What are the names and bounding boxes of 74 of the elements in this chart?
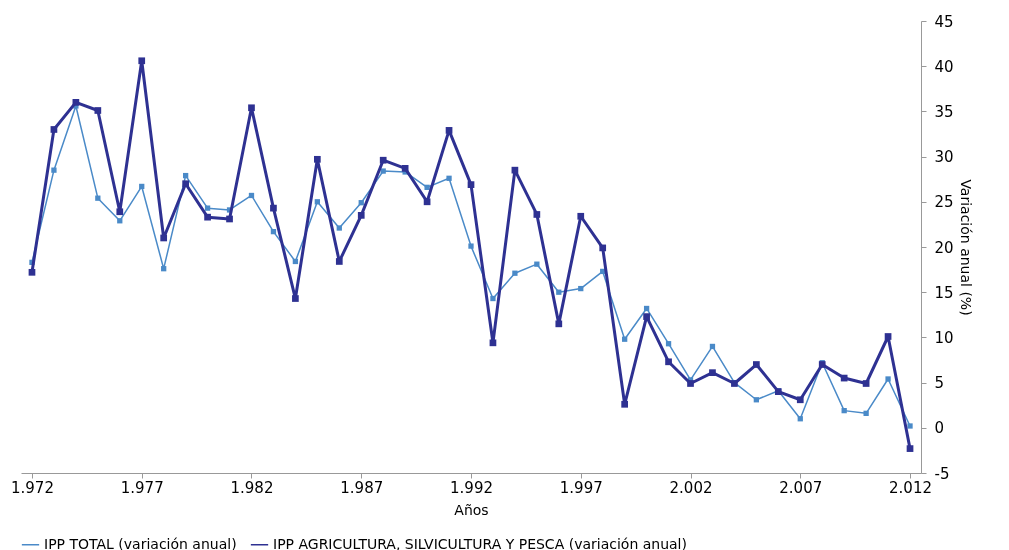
point: [621, 400, 629, 408]
point: [94, 107, 102, 114]
point: [643, 313, 650, 320]
point: [665, 358, 672, 366]
point: [270, 204, 277, 212]
point: [907, 423, 913, 429]
y-axis-title: Variación anual (%): [957, 179, 974, 316]
y-tick-label: 15: [934, 283, 954, 302]
point: [885, 376, 891, 382]
point: [292, 295, 299, 302]
x-axis-title: Años: [454, 501, 489, 518]
y-tick-label: 10: [934, 328, 954, 347]
y-tick-label: -5: [934, 464, 950, 483]
legend-label: IPP TOTAL (variación anual): [44, 535, 237, 550]
y-tick-label: 0: [934, 419, 945, 438]
point: [511, 166, 519, 174]
y-tick-label: 20: [934, 238, 954, 257]
point: [379, 156, 387, 164]
point: [555, 320, 563, 328]
y-tick-label: 45: [934, 12, 954, 31]
x-tick-label: 1.987: [340, 478, 384, 497]
point: [906, 445, 914, 452]
point: [138, 57, 146, 65]
point: [72, 99, 80, 106]
point: [28, 268, 36, 276]
y-tick-label: 30: [934, 148, 954, 167]
point: [248, 104, 255, 112]
point: [577, 212, 585, 220]
point: [50, 126, 58, 133]
point: [204, 205, 211, 211]
point: [160, 234, 168, 242]
y-tick-label: 25: [934, 193, 954, 212]
point: [709, 369, 716, 377]
point: [840, 374, 848, 382]
point: [467, 181, 475, 188]
x-tick-label: 2.002: [669, 478, 713, 497]
x-tick-label: 1.982: [230, 478, 274, 497]
point: [445, 127, 453, 134]
x-tick-label: 1.977: [120, 478, 164, 497]
point: [335, 258, 343, 265]
point: [884, 333, 892, 340]
point: [687, 380, 694, 387]
point: [468, 243, 474, 249]
point: [862, 380, 870, 387]
point: [226, 215, 233, 223]
point: [401, 165, 409, 172]
point: [533, 211, 541, 218]
legend-label: IPP AGRICULTURA, SILVICULTURA Y PESCA (variación anual): [273, 535, 687, 550]
x-tick-label: 1.992: [450, 478, 493, 497]
point: [313, 155, 321, 163]
point: [863, 410, 869, 416]
point: [753, 361, 760, 368]
point: [51, 167, 57, 173]
point: [204, 213, 211, 221]
point: [357, 212, 365, 219]
point: [446, 175, 452, 181]
point: [796, 396, 804, 404]
point: [490, 295, 496, 302]
y-tick-label: 35: [934, 102, 954, 121]
x-tick-label: 2.007: [779, 478, 823, 497]
point: [599, 244, 607, 252]
point: [489, 339, 497, 347]
point: [512, 270, 518, 276]
point: [380, 168, 386, 174]
point: [182, 180, 189, 188]
point: [336, 225, 342, 231]
x-tick-label: 2.012: [889, 478, 932, 497]
y-tick-label: 40: [934, 57, 954, 76]
x-tick-label: 1.972: [11, 478, 54, 497]
point: [116, 208, 124, 216]
point: [423, 198, 431, 206]
y-tick-label: 5: [934, 374, 945, 393]
x-tick-label: 1.997: [559, 478, 603, 497]
point: [424, 184, 430, 190]
